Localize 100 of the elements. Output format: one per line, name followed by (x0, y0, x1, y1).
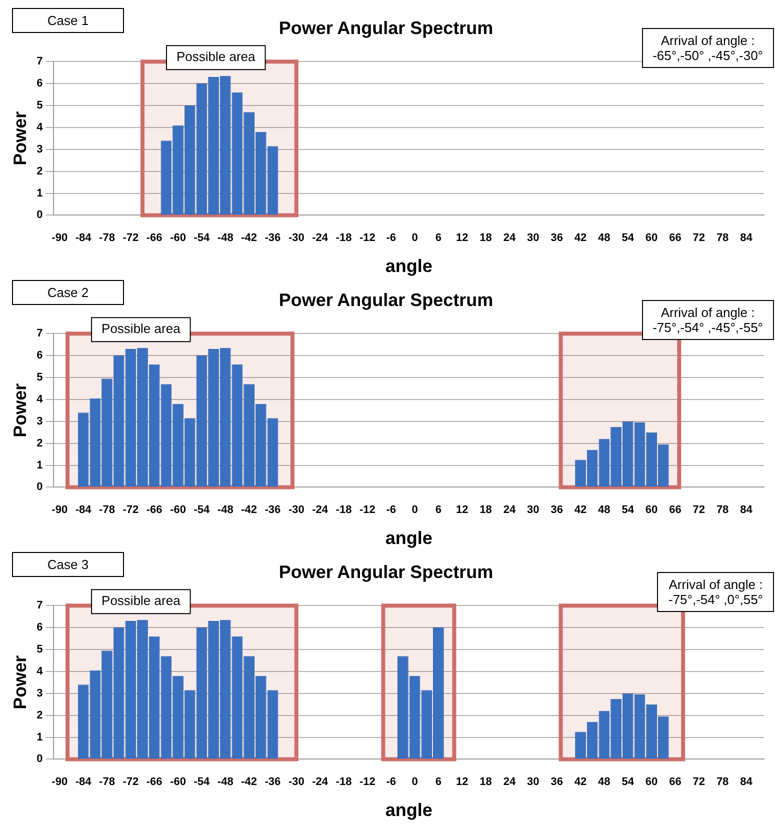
x-tick-label: -48 (217, 504, 234, 516)
x-tick-label: 60 (645, 232, 658, 244)
x-tick-label: -84 (75, 504, 92, 516)
x-tick-label: -84 (75, 776, 92, 788)
text: Case 1 (12, 8, 124, 33)
annotation: Arrival of angle : -75°,-54° ,-45°,-55° (642, 300, 774, 340)
x-tick-label: 12 (456, 232, 468, 244)
x-tick-label: -36 (264, 776, 281, 788)
x-tick-label: -24 (312, 232, 329, 244)
y-axis-title: Power (10, 655, 30, 710)
x-tick-label: -18 (336, 232, 352, 244)
y-tick-label: 5 (36, 100, 43, 112)
x-tick-label: 84 (740, 232, 754, 244)
x-tick-label: 0 (412, 232, 418, 244)
x-tick-label: 54 (622, 232, 635, 244)
x-tick-label: 12 (456, 504, 468, 516)
band-label: Possible area (102, 593, 182, 608)
x-tick-label: -6 (386, 232, 396, 244)
x-tick-label: -90 (52, 232, 68, 244)
annotation: Arrival of angle : -65°,-50° ,-45°,-30° (642, 28, 774, 68)
x-tick-label: 30 (527, 776, 540, 788)
x-tick-label: -30 (288, 504, 304, 516)
x-tick-label: -84 (75, 232, 92, 244)
x-axis-title: angle (385, 800, 432, 820)
x-tick-label: -78 (99, 232, 115, 244)
y-tick-label: 4 (36, 393, 44, 406)
x-tick-label: 42 (574, 776, 587, 788)
chart-title: Power Angular Spectrum (278, 18, 494, 38)
x-tick-label: 72 (692, 232, 706, 244)
chart-title: Power Angular Spectrum (278, 562, 494, 582)
x-tick-label: 78 (716, 232, 729, 244)
x-tick-label: -72 (122, 232, 139, 244)
text: Case 2 (12, 280, 124, 305)
x-tick-label: 6 (435, 232, 442, 244)
x-tick-label: -24 (312, 776, 329, 788)
x-tick-label: -6 (386, 504, 396, 516)
x-tick-label: -54 (194, 504, 211, 516)
x-tick-label: 30 (527, 504, 540, 516)
y-tick-label: 3 (36, 687, 43, 700)
x-tick-label: 0 (412, 776, 418, 788)
x-tick-label: -36 (264, 232, 281, 244)
x-tick-label: -54 (194, 776, 211, 788)
y-tick-label: 6 (36, 622, 43, 634)
x-tick-label: 6 (435, 504, 442, 516)
x-tick-label: 60 (645, 776, 658, 788)
x-tick-label: 78 (716, 776, 729, 788)
y-tick-label: 7 (36, 56, 43, 68)
y-tick-label: 2 (36, 437, 43, 450)
x-tick-label: 66 (669, 232, 682, 244)
x-tick-label: 48 (598, 504, 610, 516)
y-tick-label: 4 (36, 665, 44, 678)
x-tick-label: 72 (692, 776, 706, 788)
x-tick-label: 48 (598, 232, 610, 244)
x-tick-label: -72 (122, 776, 139, 788)
x-tick-label: -36 (264, 504, 281, 516)
x-tick-label: -12 (359, 776, 376, 788)
x-tick-label: 18 (480, 504, 492, 516)
x-tick-label: -42 (241, 504, 257, 516)
x-tick-label: -66 (146, 776, 162, 788)
x-tick-label: -42 (241, 776, 257, 788)
x-tick-label: 84 (740, 504, 754, 516)
y-tick-label: 7 (36, 600, 43, 612)
x-tick-label: 84 (740, 776, 754, 788)
band-label: Possible area (176, 49, 256, 64)
x-tick-label: -48 (217, 232, 234, 244)
y-tick-label: 0 (36, 753, 43, 766)
x-tick-label: -18 (336, 776, 352, 788)
y-tick-label: 3 (36, 143, 43, 156)
y-tick-label: 6 (36, 78, 43, 90)
x-tick-label: 42 (574, 504, 587, 516)
y-tick-label: 1 (36, 187, 43, 200)
annotation: Arrival of angle : -75°,-54° ,0°,55° (657, 572, 774, 612)
x-tick-label: -60 (170, 776, 186, 788)
x-tick-label: -90 (52, 504, 68, 516)
chart-title: Power Angular Spectrum (278, 290, 494, 310)
x-tick-label: 36 (550, 504, 563, 516)
x-tick-label: -48 (217, 776, 234, 788)
x-tick-label: 66 (669, 776, 682, 788)
x-tick-label: -78 (99, 776, 115, 788)
y-tick-label: 3 (36, 415, 43, 428)
x-tick-label: 18 (480, 776, 492, 788)
x-tick-label: 42 (574, 232, 587, 244)
y-tick-label: 2 (36, 709, 43, 722)
y-tick-label: 4 (36, 121, 44, 134)
y-tick-label: 0 (36, 481, 43, 494)
x-tick-label: 0 (412, 504, 418, 516)
x-tick-label: -60 (170, 504, 186, 516)
x-tick-label: 24 (503, 232, 516, 244)
x-tick-label: -24 (312, 504, 329, 516)
x-tick-label: 30 (527, 232, 540, 244)
y-tick-label: 0 (36, 209, 43, 222)
x-tick-label: 48 (598, 776, 610, 788)
text: Case 3 (12, 552, 124, 577)
y-tick-label: 5 (36, 644, 43, 656)
x-tick-label: 60 (645, 504, 658, 516)
x-tick-label: 54 (622, 504, 635, 516)
y-axis-title: Power (10, 111, 30, 166)
x-tick-label: -12 (359, 504, 376, 516)
x-tick-label: 12 (456, 776, 468, 788)
y-tick-label: 1 (36, 731, 43, 744)
